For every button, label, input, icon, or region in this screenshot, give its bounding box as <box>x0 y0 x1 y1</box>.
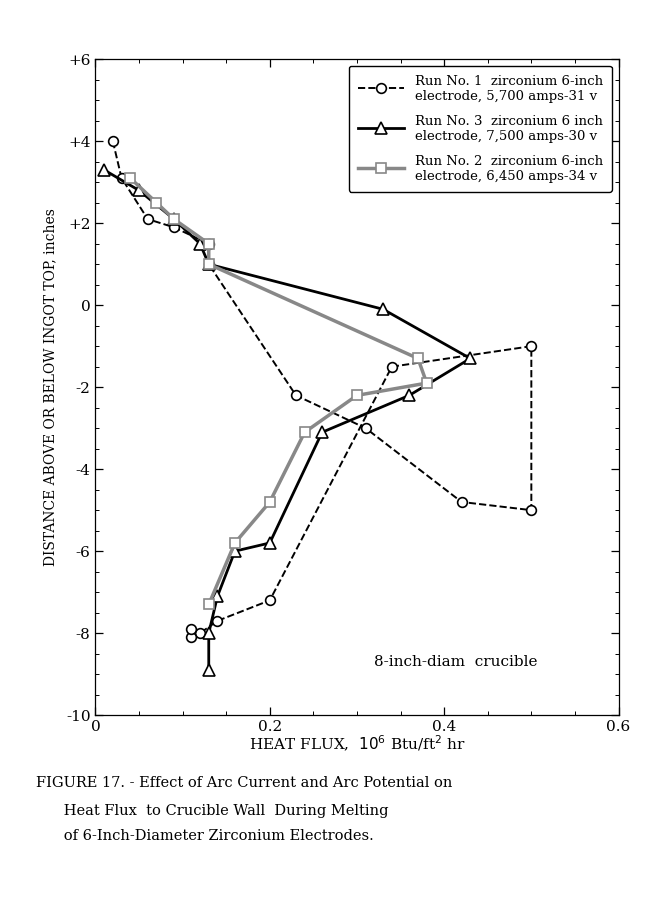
Y-axis label: DISTANCE ABOVE OR BELOW INGOT TOP, inches: DISTANCE ABOVE OR BELOW INGOT TOP, inche… <box>43 209 58 566</box>
Text: HEAT FLUX,  $10^6$ Btu/ft$^2$ hr: HEAT FLUX, $10^6$ Btu/ft$^2$ hr <box>249 734 466 754</box>
Text: Heat Flux  to Crucible Wall  During Melting: Heat Flux to Crucible Wall During Meltin… <box>36 804 389 817</box>
Text: 8-inch-diam  crucible: 8-inch-diam crucible <box>374 655 538 669</box>
Legend: Run No. 1  zirconium 6-inch
electrode, 5,700 amps-31 v, Run No. 3  zirconium 6 i: Run No. 1 zirconium 6-inch electrode, 5,… <box>349 66 612 192</box>
Text: FIGURE 17. - Effect of Arc Current and Arc Potential on: FIGURE 17. - Effect of Arc Current and A… <box>36 776 453 790</box>
Text: of 6-Inch-Diameter Zirconium Electrodes.: of 6-Inch-Diameter Zirconium Electrodes. <box>36 829 374 843</box>
